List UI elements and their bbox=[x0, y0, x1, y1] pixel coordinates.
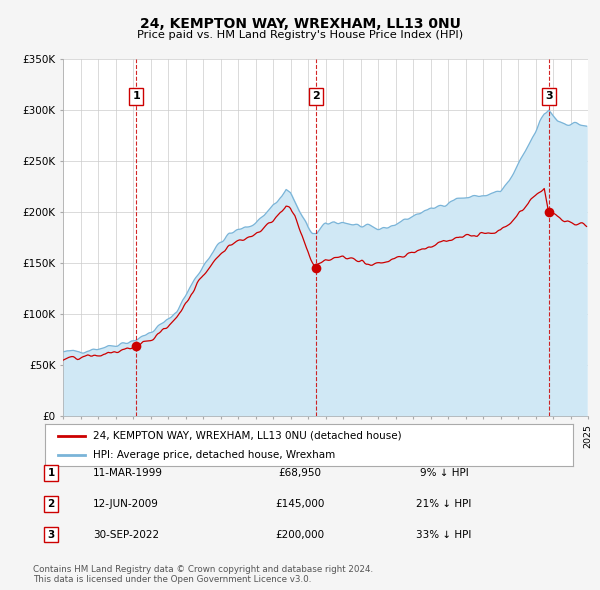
Text: Price paid vs. HM Land Registry's House Price Index (HPI): Price paid vs. HM Land Registry's House … bbox=[137, 30, 463, 40]
Text: £145,000: £145,000 bbox=[275, 499, 325, 509]
Text: 2: 2 bbox=[47, 499, 55, 509]
Text: 2: 2 bbox=[312, 91, 320, 101]
Text: 21% ↓ HPI: 21% ↓ HPI bbox=[416, 499, 472, 509]
Text: £68,950: £68,950 bbox=[278, 468, 322, 478]
Text: 33% ↓ HPI: 33% ↓ HPI bbox=[416, 530, 472, 539]
Text: 12-JUN-2009: 12-JUN-2009 bbox=[93, 499, 159, 509]
Text: 3: 3 bbox=[47, 530, 55, 539]
Text: HPI: Average price, detached house, Wrexham: HPI: Average price, detached house, Wrex… bbox=[92, 451, 335, 460]
Text: £200,000: £200,000 bbox=[275, 530, 325, 539]
Text: 3: 3 bbox=[545, 91, 553, 101]
Text: Contains HM Land Registry data © Crown copyright and database right 2024.
This d: Contains HM Land Registry data © Crown c… bbox=[33, 565, 373, 584]
Text: 1: 1 bbox=[133, 91, 140, 101]
Text: 11-MAR-1999: 11-MAR-1999 bbox=[93, 468, 163, 478]
Text: 30-SEP-2022: 30-SEP-2022 bbox=[93, 530, 159, 539]
Text: 24, KEMPTON WAY, WREXHAM, LL13 0NU (detached house): 24, KEMPTON WAY, WREXHAM, LL13 0NU (deta… bbox=[92, 431, 401, 441]
Text: 9% ↓ HPI: 9% ↓ HPI bbox=[419, 468, 469, 478]
Text: 1: 1 bbox=[47, 468, 55, 478]
Text: 24, KEMPTON WAY, WREXHAM, LL13 0NU: 24, KEMPTON WAY, WREXHAM, LL13 0NU bbox=[140, 17, 460, 31]
